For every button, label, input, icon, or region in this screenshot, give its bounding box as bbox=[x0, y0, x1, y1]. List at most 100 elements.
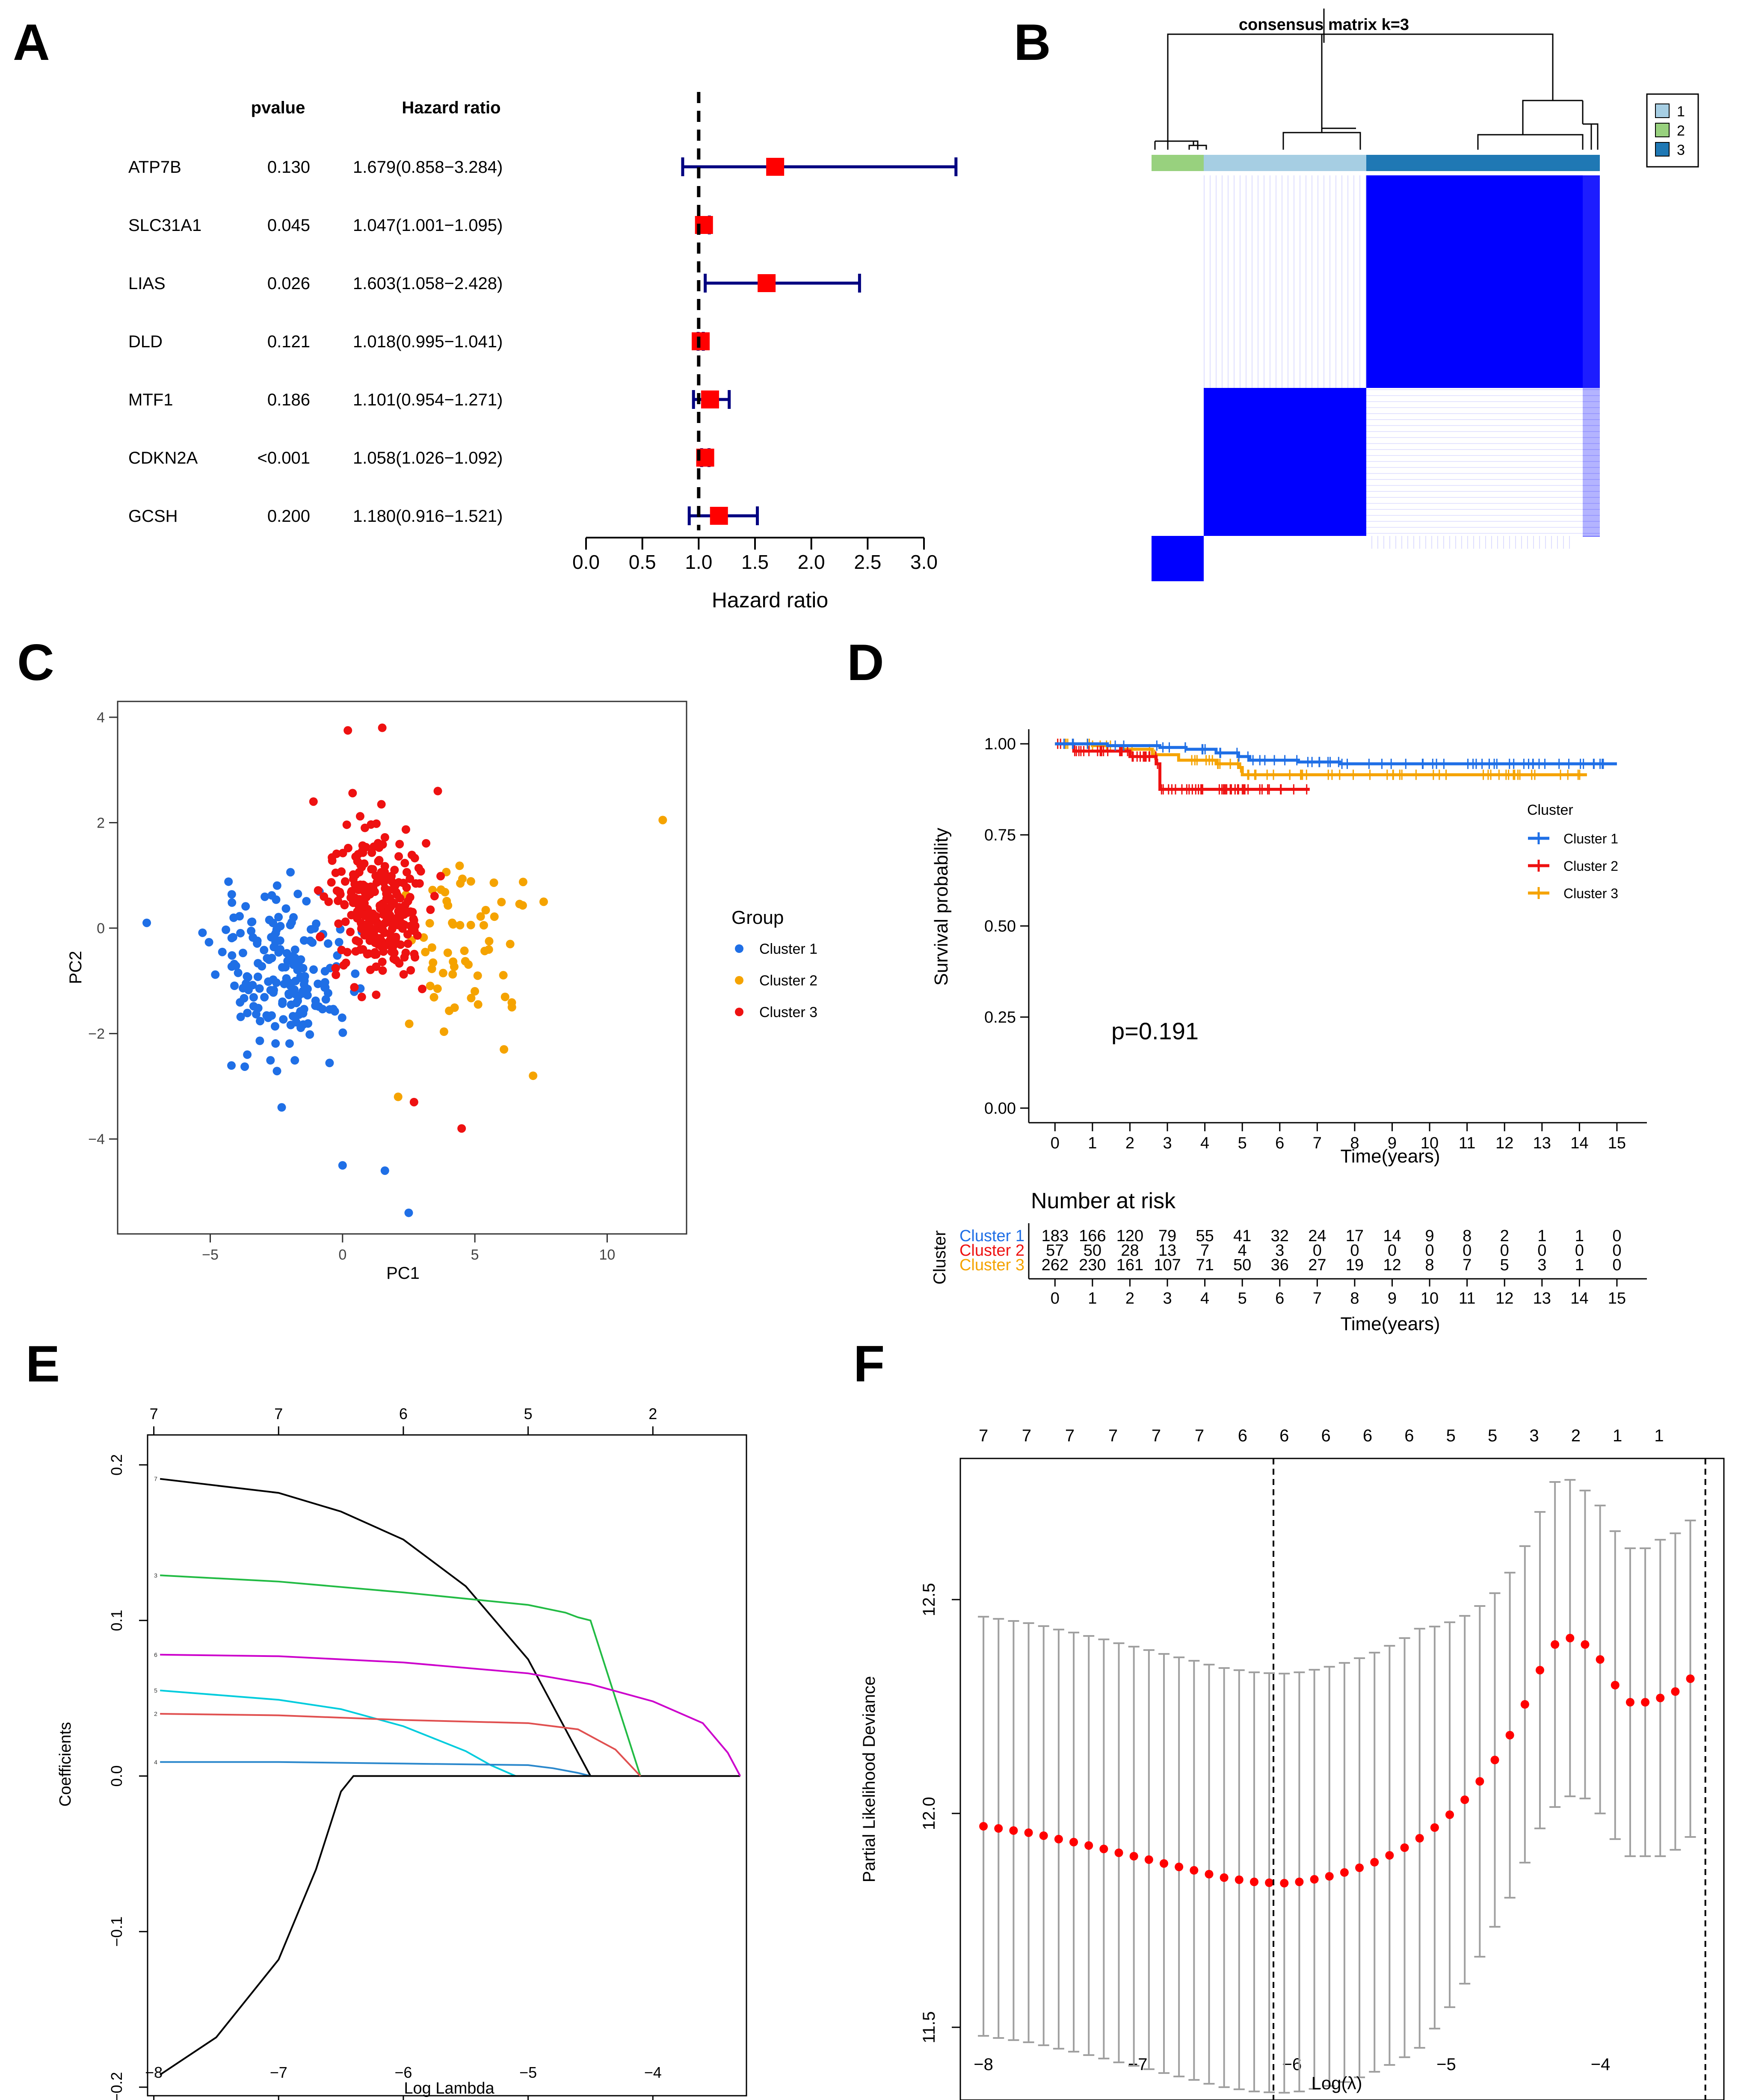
pca-point bbox=[357, 993, 366, 1002]
panel-letter-b: B bbox=[1014, 14, 1051, 71]
risk-table-cell: 7 bbox=[1200, 1242, 1209, 1260]
km-x-tick-label: 0 bbox=[1051, 1134, 1060, 1152]
km-legend-title: Cluster bbox=[1527, 802, 1573, 818]
risk-table-x-tick-label: 7 bbox=[1313, 1290, 1322, 1307]
km-curve bbox=[1055, 742, 1617, 766]
cv-top-tick-label: 7 bbox=[1022, 1426, 1031, 1445]
pca-point bbox=[271, 1039, 280, 1048]
panel-e-lasso-coefficients: −8 −7 −6 −5 −4 −0.2 −0.1 0.0 0.1 0.2 7 7 6 5 2 7 3 6 5 2 4 1… bbox=[56, 1405, 747, 2100]
pca-point bbox=[230, 981, 239, 990]
forest-x-tick-label: 1.5 bbox=[741, 551, 769, 573]
risk-table-x-tick-label: 4 bbox=[1200, 1290, 1209, 1307]
pca-point bbox=[248, 917, 257, 926]
pca-point bbox=[255, 984, 264, 993]
cv-y-tick-label: 12.0 bbox=[920, 1797, 939, 1830]
pca-point bbox=[296, 972, 305, 981]
cv-mean-point bbox=[1340, 1868, 1349, 1877]
pca-point bbox=[430, 892, 439, 901]
pca-y-axis-label: PC2 bbox=[66, 951, 85, 984]
risk-table: Number at risk Cluster Time(years) Clust… bbox=[930, 1189, 1647, 1334]
risk-table-cell: 0 bbox=[1463, 1242, 1472, 1260]
pca-point bbox=[409, 914, 418, 923]
pca-point bbox=[507, 1003, 516, 1012]
pca-point bbox=[414, 864, 423, 873]
lasso-plot-frame bbox=[147, 1434, 747, 2097]
pca-point bbox=[224, 877, 233, 886]
pca-point bbox=[346, 927, 355, 936]
pca-point bbox=[331, 964, 340, 973]
pca-legend: Group Cluster 1 Cluster 2 Cluster 3 bbox=[731, 907, 817, 1020]
pca-point bbox=[467, 994, 476, 1003]
pca-point bbox=[355, 812, 364, 821]
cv-mean-point bbox=[979, 1822, 988, 1831]
pca-point bbox=[249, 993, 258, 1002]
risk-table-cell: 0 bbox=[1350, 1242, 1359, 1260]
risk-table-cell: 8 bbox=[1425, 1256, 1434, 1274]
cluster-bar-3 bbox=[1366, 155, 1600, 171]
pca-point bbox=[388, 946, 397, 955]
pca-point bbox=[354, 937, 363, 946]
lasso-y-tick-label: 0.0 bbox=[108, 1765, 125, 1786]
pca-point bbox=[379, 947, 388, 956]
pca-point bbox=[341, 917, 350, 926]
cv-mean-point bbox=[1475, 1777, 1484, 1786]
pca-point bbox=[426, 982, 435, 991]
pca-point bbox=[497, 898, 506, 907]
panel-letter-e: E bbox=[26, 1335, 60, 1393]
pca-point bbox=[351, 870, 360, 879]
pca-point bbox=[286, 868, 295, 877]
risk-table-cell: 7 bbox=[1463, 1256, 1472, 1274]
pca-point bbox=[403, 908, 412, 917]
pca-point bbox=[234, 968, 243, 977]
pca-point bbox=[331, 868, 340, 877]
pca-point bbox=[347, 888, 356, 897]
pca-point bbox=[460, 946, 469, 955]
cv-mean-point bbox=[1430, 1823, 1439, 1832]
pca-legend-label: Cluster 1 bbox=[759, 941, 817, 957]
pca-point bbox=[455, 861, 464, 870]
pca-point bbox=[293, 890, 302, 899]
legend-label-2: 2 bbox=[1677, 123, 1685, 139]
km-y-axis-label: Survival probability bbox=[931, 828, 952, 985]
pca-point bbox=[255, 1036, 264, 1045]
pca-point bbox=[372, 990, 381, 999]
pca-point bbox=[305, 1030, 314, 1039]
pca-point bbox=[335, 938, 343, 946]
pca-point bbox=[484, 945, 493, 954]
km-x-tick-label: 8 bbox=[1350, 1134, 1359, 1152]
cv-mean-point bbox=[1235, 1875, 1244, 1884]
cv-top-tick-label: 6 bbox=[1238, 1426, 1247, 1445]
panel-d-survival: 0 1 2 3 4 5 6 7 8 9 10 11 12 13 14 150.000.250.500.751.… bbox=[930, 729, 1647, 1334]
km-legend-label: Cluster 3 bbox=[1563, 886, 1618, 901]
lasso-x-tick-label: −8 bbox=[145, 2064, 163, 2081]
km-x-tick-label: 4 bbox=[1200, 1134, 1209, 1152]
pca-point bbox=[272, 978, 281, 987]
pca-point bbox=[283, 956, 292, 965]
pca-point bbox=[395, 840, 404, 849]
km-x-tick-label: 9 bbox=[1388, 1134, 1397, 1152]
pca-point bbox=[229, 913, 238, 922]
lasso-path-label: 5 bbox=[154, 1687, 157, 1694]
pca-point bbox=[338, 1161, 347, 1170]
lasso-path-label: 3 bbox=[154, 1572, 157, 1579]
pca-y-tick-label: −4 bbox=[88, 1131, 105, 1148]
pca-point bbox=[457, 1124, 466, 1133]
pca-point bbox=[364, 887, 373, 896]
pca-point bbox=[240, 1062, 249, 1071]
cv-mean-point bbox=[1581, 1640, 1590, 1649]
cv-top-tick-label: 7 bbox=[1195, 1426, 1204, 1445]
forest-plot-area: 0.0 0.5 1.0 1.5 2.0 2.5 3.0 bbox=[572, 92, 958, 573]
cv-mean-point bbox=[1129, 1852, 1138, 1860]
km-legend-label: Cluster 1 bbox=[1563, 831, 1618, 846]
pca-point bbox=[396, 940, 405, 949]
risk-table-cell: 166 bbox=[1079, 1227, 1106, 1245]
pca-point bbox=[360, 859, 369, 868]
consensus-heatmap bbox=[1152, 175, 1600, 581]
pca-point bbox=[299, 936, 308, 945]
risk-table-cell: 17 bbox=[1346, 1227, 1364, 1245]
pca-point bbox=[340, 901, 349, 910]
km-pvalue: p=0.191 bbox=[1111, 1017, 1199, 1044]
risk-table-cell: 79 bbox=[1158, 1227, 1176, 1245]
cv-top-tick-label: 5 bbox=[1446, 1426, 1456, 1445]
pca-point bbox=[264, 955, 273, 964]
